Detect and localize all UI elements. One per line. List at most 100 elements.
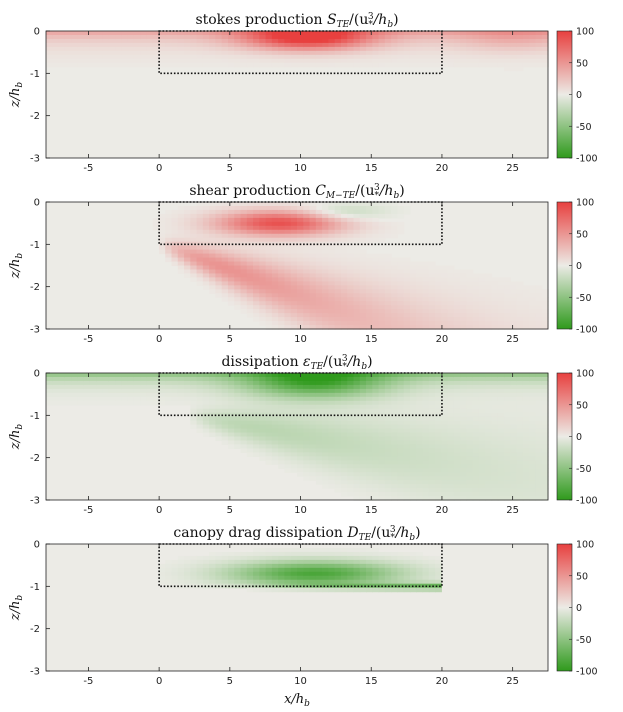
heatmap-cell [522, 428, 530, 434]
heatmap-cell [359, 424, 367, 430]
heatmap-cell [391, 480, 399, 485]
heatmap-cell [240, 253, 248, 259]
heatmap-cell [359, 472, 367, 477]
heatmap-cell [240, 297, 248, 302]
heatmap-cell [284, 583, 292, 589]
heatmap-cell [271, 221, 279, 227]
heatmap-cell [240, 293, 248, 298]
heatmap-cell [378, 484, 386, 489]
heatmap-cell [541, 376, 549, 382]
heatmap-cell [340, 555, 348, 561]
heatmap-cell [265, 213, 273, 219]
heatmap-cell [516, 488, 524, 493]
heatmap-cell [334, 225, 342, 231]
heatmap-cell [221, 575, 229, 581]
heatmap-cell [435, 567, 442, 573]
heatmap-cell [422, 559, 430, 565]
heatmap-cell [334, 388, 342, 394]
heatmap-cell [485, 58, 493, 64]
heatmap-cell [340, 229, 348, 235]
heatmap-cell [322, 309, 329, 314]
heatmap-cell [460, 325, 468, 330]
heatmap-cell [278, 277, 286, 282]
heatmap-cell [328, 408, 336, 414]
heatmap-cell [422, 273, 430, 279]
heatmap-cell [535, 317, 543, 322]
heatmap-cell [334, 205, 342, 211]
heatmap-cell [504, 400, 511, 406]
heatmap-cell [328, 468, 336, 473]
heatmap-cell [447, 269, 455, 275]
heatmap-cell [290, 456, 298, 461]
heatmap-cell [478, 472, 486, 477]
heatmap-cell [227, 440, 235, 446]
heatmap-cell [290, 468, 298, 473]
heatmap-cell [202, 245, 210, 251]
heatmap-cell [246, 452, 254, 457]
heatmap-cell [190, 373, 198, 378]
heatmap-cell [378, 460, 386, 465]
heatmap-cell [171, 257, 179, 263]
heatmap-cell [334, 31, 342, 36]
heatmap-cell [227, 285, 235, 290]
heatmap-cell [309, 305, 317, 310]
heatmap-cell [409, 297, 417, 302]
heatmap-cell [422, 575, 430, 581]
heatmap-cell [284, 571, 292, 577]
heatmap-cell [435, 464, 442, 469]
heatmap-cell [535, 452, 543, 457]
heatmap-cell [384, 496, 392, 501]
heatmap-cell [378, 253, 386, 259]
heatmap-cell [334, 46, 342, 52]
heatmap-cell [460, 54, 468, 60]
heatmap-cell [340, 416, 348, 422]
heatmap-cell [478, 289, 486, 294]
heatmap-cell [497, 436, 505, 442]
heatmap-cell [253, 400, 260, 406]
heatmap-cell [227, 34, 235, 40]
heatmap-cell [422, 50, 430, 56]
heatmap-cell [240, 388, 248, 394]
heatmap-cell [485, 321, 493, 326]
heatmap-cell [466, 376, 474, 382]
heatmap-cell [485, 400, 493, 406]
heatmap-cell [422, 492, 430, 497]
colorbar-tick-label: 50 [576, 400, 588, 411]
heatmap-cell [378, 209, 386, 215]
heatmap-cell [428, 492, 436, 497]
heatmap-cell [397, 416, 405, 422]
heatmap-cell [535, 460, 543, 465]
heatmap-cell [58, 50, 66, 56]
heatmap-cell [535, 488, 543, 493]
heatmap-cell [309, 428, 317, 434]
heatmap-cell [504, 325, 511, 330]
heatmap-cell [384, 396, 392, 402]
heatmap-cell [397, 54, 405, 60]
heatmap-cell [121, 376, 129, 382]
heatmap-cell [221, 46, 229, 52]
heatmap-cell [303, 237, 311, 243]
heatmap-cell [215, 567, 223, 573]
heatmap-cell [177, 221, 185, 227]
heatmap-cell [246, 249, 254, 255]
heatmap-cell [71, 376, 78, 382]
heatmap-cell [234, 38, 242, 44]
heatmap-cell [303, 408, 311, 414]
heatmap-cell [259, 233, 267, 239]
heatmap-cell [46, 396, 53, 402]
heatmap-cell [510, 376, 518, 382]
heatmap-cell [246, 221, 254, 227]
heatmap-cell [541, 50, 549, 56]
heatmap-cell [334, 480, 342, 485]
heatmap-cell [334, 476, 342, 481]
heatmap-cell [259, 34, 267, 40]
heatmap-cell [340, 301, 348, 306]
heatmap-cell [158, 373, 166, 378]
heatmap-cell [196, 579, 204, 585]
heatmap-cell [253, 436, 260, 442]
heatmap-cell [240, 289, 248, 294]
heatmap-cell [165, 579, 173, 585]
heatmap-cell [271, 269, 279, 275]
heatmap-cell [504, 285, 511, 290]
heatmap-cell [83, 42, 91, 48]
